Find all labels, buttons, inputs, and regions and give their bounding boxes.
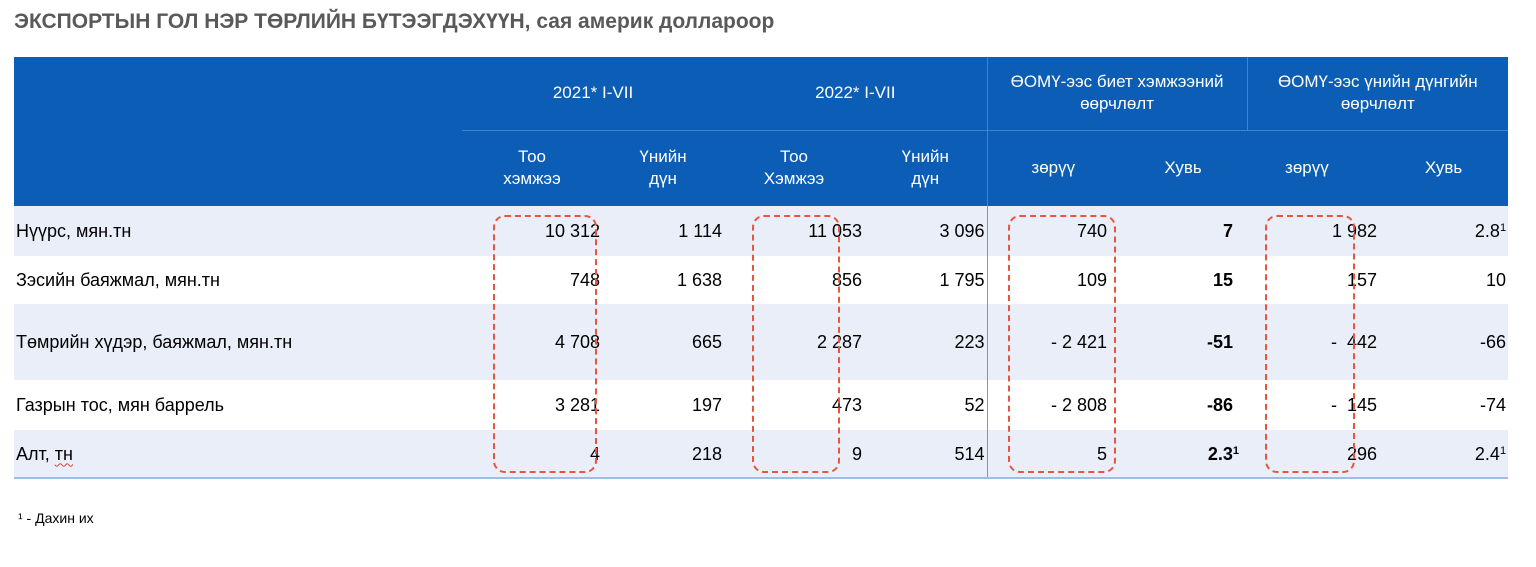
cell-2022-quantity: 2 287: [724, 304, 865, 380]
table-row: Төмрийн хүдэр, баяжмал, мян.тн 4 708 665…: [14, 304, 1509, 380]
cell-2022-value: 52: [964, 395, 985, 415]
subheader-volume-pct: Хувь: [1119, 130, 1248, 206]
header-group-value-change: ӨОМҮ-ээс үнийн дүнгийн өөрчлөлт: [1246, 57, 1509, 131]
cell-value-pct: -66: [1379, 304, 1509, 380]
header-group-volume-change: ӨОМҮ-ээс биет хэмжээний өөрчлөлт: [986, 57, 1248, 131]
cell-volume-diff: 109: [986, 256, 1120, 304]
row-label: Зэсийн баяжмал, мян.тн: [16, 270, 220, 290]
export-table: 2021* I-VII 2022* I-VII ӨОМҮ-ээс биет хэ…: [14, 57, 1509, 479]
cell-2021-value: 218: [602, 430, 725, 479]
table-row: Нүүрс, мян.тн 10 312 1 114 11 053 3 096 …: [14, 206, 1509, 256]
subheader-value-pct: Хувь: [1379, 130, 1509, 206]
subheader-2021-quantity: Тоо хэмжээ: [462, 130, 602, 206]
row-label: Төмрийн хүдэр, баяжмал, мян.тн: [14, 304, 462, 380]
table-row: Алт, тн 4 218 9 514 5 2.31 296 2.41: [14, 430, 1509, 479]
cell-2022-quantity: 473: [831, 395, 863, 415]
cell-2021-quantity: 748: [569, 270, 600, 290]
subheader-volume-diff: зөрүү: [986, 130, 1120, 206]
cell-2022-value: 3 096: [864, 206, 988, 256]
table-row: Газрын тос, мян баррель 3 281 197 473 52…: [14, 380, 1508, 430]
cell-2022-quantity: 11 053: [724, 206, 865, 256]
cell-value-pct: 2.41: [1379, 430, 1509, 479]
cell-value-diff: 296: [1247, 430, 1380, 479]
row-label-main: Алт,: [16, 443, 55, 464]
row-label: Нүүрс, мян.тн: [14, 206, 462, 256]
row-label-unit: тн: [54, 443, 73, 464]
cell-2021-value: 197: [691, 395, 723, 415]
header-group-2022: 2022* I-VII: [724, 57, 988, 131]
cell-2021-value: 1 114: [602, 206, 725, 256]
cell-2022-quantity: 856: [831, 270, 863, 290]
subheader-2021-value: Үнийн дүн: [602, 130, 725, 206]
subheader-2022-value: Үнийн дүн: [864, 130, 988, 206]
cell-2021-value: 665: [602, 304, 725, 380]
subheader-2022-quantity: Тоо Хэмжээ: [724, 130, 865, 206]
row-label: Газрын тос, мян баррель: [16, 395, 225, 415]
cell-volume-pct: -86: [1207, 395, 1234, 415]
cell-value-pct-number: 2.8: [1474, 221, 1500, 241]
cell-2022-value: 514: [864, 430, 988, 479]
cell-volume-pct: 2.31: [1119, 430, 1248, 479]
cell-volume-diff: - 2 808: [986, 380, 1120, 430]
cell-2021-quantity: 4: [462, 430, 602, 479]
subheader-value-diff: зөрүү: [1247, 130, 1380, 206]
cell-2022-quantity: 9: [724, 430, 865, 479]
table-title: ЭКСПОРТЫН ГОЛ НЭР ТӨРЛИЙН БҮТЭЭГДЭХҮҮН, …: [14, 10, 775, 33]
cell-value-diff: 1 982: [1247, 206, 1380, 256]
cell-value-pct: -74: [1480, 395, 1507, 415]
cell-2022-value: 223: [864, 304, 988, 380]
cell-volume-diff: - 2 421: [986, 304, 1120, 380]
cell-value-pct-number: 2.4: [1474, 443, 1500, 464]
cell-volume-diff: 5: [986, 430, 1120, 479]
cell-value-pct: 2.81: [1379, 206, 1509, 256]
cell-volume-diff: 740: [986, 206, 1120, 256]
row-label: Алт, тн: [14, 430, 462, 479]
cell-2021-quantity: 3 281: [554, 395, 600, 415]
footnote-marker: 1: [1499, 444, 1507, 457]
footnote-marker: 1: [1232, 444, 1240, 457]
cell-2021-quantity: 10 312: [462, 206, 602, 256]
cell-value-diff: - 145: [1331, 395, 1378, 415]
header-corner: [14, 57, 462, 206]
cell-value-diff: 157: [1347, 270, 1378, 290]
header-group-2021: 2021* I-VII: [462, 57, 725, 131]
cell-2021-value: 1 638: [676, 270, 723, 290]
footnote-marker: 1: [1499, 222, 1507, 234]
cell-volume-pct: -51: [1119, 304, 1248, 380]
cell-volume-pct-number: 2.3: [1207, 443, 1233, 464]
cell-2021-quantity: 4 708: [462, 304, 602, 380]
footnote: ¹ - Дахин их: [18, 510, 94, 526]
cell-value-diff: - 442: [1247, 304, 1380, 380]
cell-2022-value: 1 795: [939, 270, 985, 290]
cell-value-pct: 10: [1486, 270, 1507, 290]
cell-volume-pct: 15: [1213, 270, 1234, 290]
export-table-container: 2021* I-VII 2022* I-VII ӨОМҮ-ээс биет хэ…: [14, 57, 1509, 479]
cell-volume-pct: 7: [1119, 206, 1248, 256]
table-row: Зэсийн баяжмал, мян.тн 748 1 638 856 1 7…: [14, 256, 1508, 304]
